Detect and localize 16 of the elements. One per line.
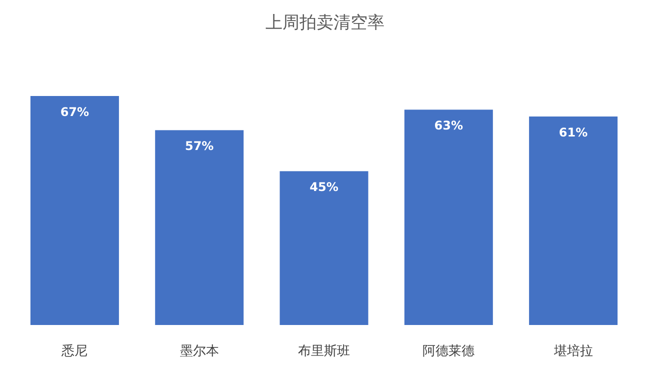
x-tick-label: 堪培拉 [552,344,593,359]
bar [529,116,618,325]
data-label: 61% [558,126,588,140]
x-tick-label: 布里斯班 [298,344,350,359]
bar [155,130,244,325]
x-tick-label: 墨尔本 [180,344,219,359]
bar [30,96,119,325]
x-tick-label: 悉尼 [60,344,88,359]
bar [280,171,368,325]
data-label: 63% [434,118,464,133]
data-label: 67% [60,105,90,119]
data-label: 57% [184,139,214,154]
chart-title: 上周拍卖清空率 [266,13,384,33]
bar [404,110,493,325]
data-label: 45% [310,180,338,194]
x-tick-label: 阿德莱德 [422,344,475,359]
